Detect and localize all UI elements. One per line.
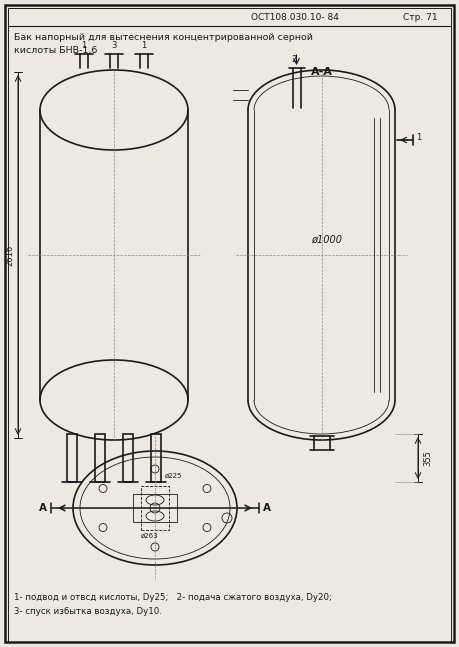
Text: 1: 1 [141,41,146,50]
Text: А-А: А-А [311,67,332,77]
Text: 1- подвод и отвсд кислоты, Dy25;   2- подача сжатого воздуха, Dy20;: 1- подвод и отвсд кислоты, Dy25; 2- пода… [14,593,332,602]
Text: А: А [39,503,47,513]
Bar [141,486,169,530]
Bar [151,434,161,482]
Bar [133,494,177,522]
Text: 1: 1 [81,41,87,50]
Text: 2: 2 [292,56,297,65]
Text: Стр. 71: Стр. 71 [403,12,437,21]
Text: 1: 1 [416,133,422,142]
Text: 355: 355 [424,450,432,466]
Text: 2616: 2616 [6,245,15,266]
Text: ø1000: ø1000 [311,235,342,245]
Text: ø263: ø263 [141,533,159,539]
Text: 3: 3 [112,41,117,50]
Text: кислоты БНВ-1,6: кислоты БНВ-1,6 [14,47,97,56]
Bar [67,434,77,482]
Text: А: А [263,503,271,513]
Bar [123,434,133,482]
Text: Бак напорный для вытеснения концентрированной серной: Бак напорный для вытеснения концентриров… [14,34,313,43]
Text: ОСТ108.030.10- 84: ОСТ108.030.10- 84 [251,12,339,21]
Bar [95,434,105,482]
Text: 3- спуск избытка воздуха, Dy10.: 3- спуск избытка воздуха, Dy10. [14,606,162,615]
Text: ø225: ø225 [164,473,182,479]
